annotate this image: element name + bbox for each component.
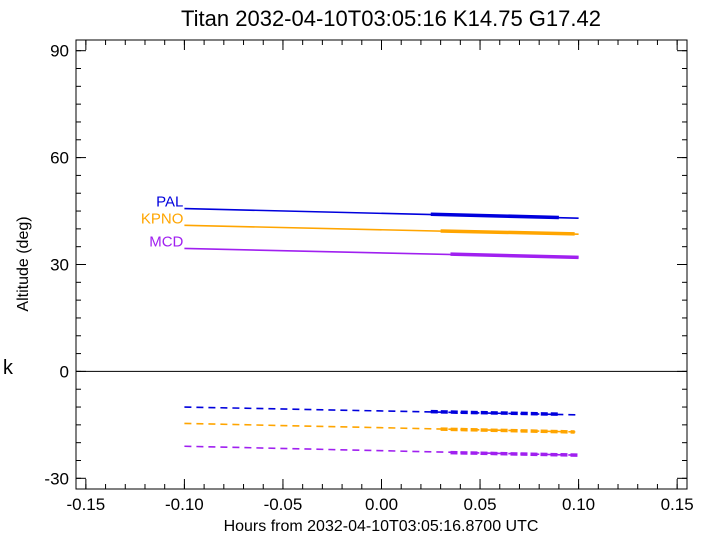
kpno-dashed-bold-line xyxy=(440,427,575,434)
y-tick-label: 30 xyxy=(50,256,69,275)
pal-dashed-bold-line xyxy=(430,409,559,416)
x-tick-label: 0.05 xyxy=(464,495,497,514)
chart-title: Titan 2032-04-10T03:05:16 K14.75 G17.42 xyxy=(181,6,601,31)
plot-frame xyxy=(75,39,688,490)
tick-labels: -0.15 -0.10 -0.05 0.00 0.05 0.10 0.15 -30 0 30 60 9… xyxy=(44,42,693,514)
kpno-altitude-bold-line xyxy=(440,229,575,236)
pal-altitude-bold-line xyxy=(430,212,559,220)
x-axis-label: Hours from 2032-04-10T03:05:16.8700 UTC xyxy=(224,518,539,535)
x-tick-label: 0.15 xyxy=(661,495,694,514)
pal-series-label: PAL xyxy=(156,194,183,211)
x-tick-label: -0.15 xyxy=(66,495,105,514)
axis-ticks xyxy=(76,40,687,489)
y-tick-label: 60 xyxy=(50,149,69,168)
y-tick-label: 90 xyxy=(50,42,69,61)
kpno-series-label: KPNO xyxy=(141,210,184,227)
side-text: k xyxy=(2,358,14,381)
x-tick-label: -0.05 xyxy=(264,495,303,514)
mcd-dashed-line xyxy=(184,445,579,456)
y-tick-label: 0 xyxy=(60,362,69,381)
x-tick-label: -0.10 xyxy=(165,495,204,514)
mcd-altitude-bold-line xyxy=(450,252,579,260)
kpno-dashed-line xyxy=(184,422,579,433)
mcd-series-label: MCD xyxy=(149,233,183,250)
x-tick-label: 0.10 xyxy=(562,495,595,514)
y-tick-label: -30 xyxy=(44,469,69,488)
mcd-dashed-bold-line xyxy=(450,450,579,457)
y-axis-label: Altitude (deg) xyxy=(15,216,32,311)
pal-dashed-line xyxy=(184,406,579,416)
x-tick-label: 0.00 xyxy=(365,495,398,514)
